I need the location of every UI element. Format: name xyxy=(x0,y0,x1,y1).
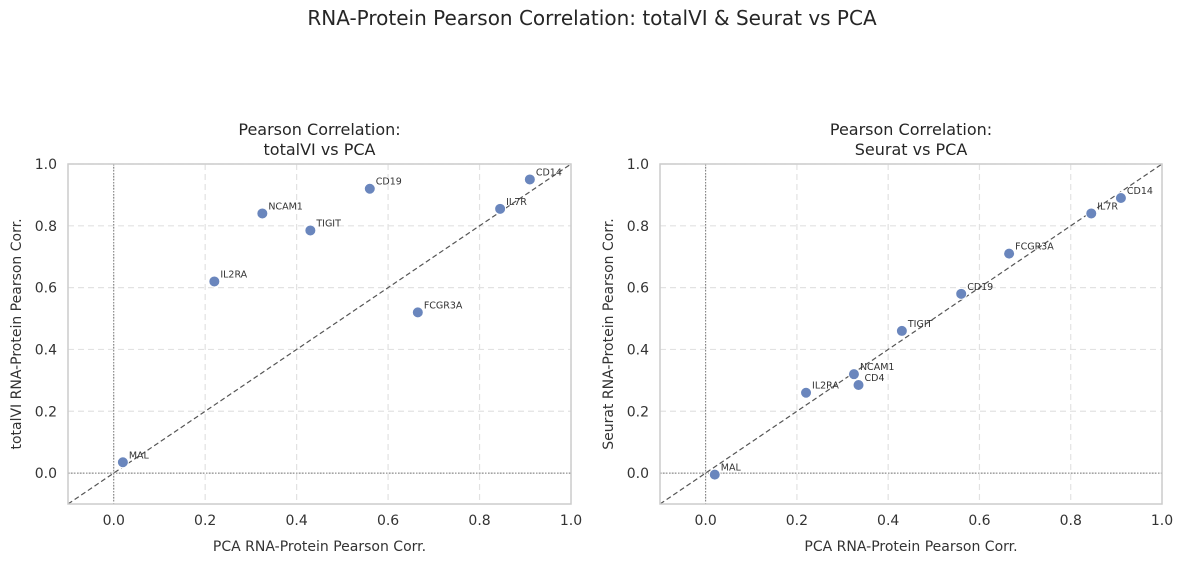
y-axis-label: Seurat RNA-Protein Pearson Corr. xyxy=(601,218,617,450)
point-label-mal: MAL xyxy=(721,463,742,474)
identity-line xyxy=(660,164,1162,504)
y-tick-label: 1.0 xyxy=(35,157,57,173)
data-point-ncam1 xyxy=(847,368,860,381)
x-axis-label: PCA RNA-Protein Pearson Corr. xyxy=(213,539,426,555)
y-tick-label: 0.4 xyxy=(627,342,649,358)
x-tick-label: 1.0 xyxy=(560,513,582,529)
panel-title-line: Seurat vs PCA xyxy=(855,140,968,159)
data-point-cd19 xyxy=(363,182,376,195)
data-point-tigit xyxy=(304,224,317,237)
x-tick-label: 0.0 xyxy=(695,513,717,529)
x-tick-label: 1.0 xyxy=(1151,513,1173,529)
y-tick-label: 0.8 xyxy=(35,219,57,235)
data-point-cd14 xyxy=(523,173,536,186)
y-tick-label: 0.8 xyxy=(627,219,649,235)
x-tick-label: 0.2 xyxy=(786,513,808,529)
x-tick-label: 0.0 xyxy=(103,513,125,529)
point-label-il2ra: IL2RA xyxy=(812,381,839,392)
data-point-ncam1 xyxy=(256,207,269,220)
y-tick-label: 0.2 xyxy=(627,404,649,420)
y-tick-label: 0.6 xyxy=(627,281,649,297)
panel-title-line: Pearson Correlation: xyxy=(830,120,992,139)
plot-frame xyxy=(67,163,572,505)
data-point-cd14 xyxy=(1114,192,1127,204)
data-point-mal xyxy=(116,456,129,469)
panel-title-line: Pearson Correlation: xyxy=(238,120,400,139)
point-label-fcgr3a: FCGR3A xyxy=(424,300,463,311)
data-point-mal xyxy=(708,468,721,481)
point-label-cd19: CD19 xyxy=(967,282,993,293)
point-label-tigit: TIGIT xyxy=(315,218,341,229)
plot-frame xyxy=(659,163,1163,505)
data-point-il2ra xyxy=(208,275,221,288)
x-tick-label: 0.4 xyxy=(286,513,308,529)
x-tick-label: 0.6 xyxy=(968,513,990,529)
point-label-tigit: TIGIT xyxy=(907,319,933,330)
x-axis-label: PCA RNA-Protein Pearson Corr. xyxy=(804,539,1017,555)
data-point-il7r xyxy=(494,202,507,215)
point-label-cd4: CD4 xyxy=(865,373,885,384)
data-point-cd19 xyxy=(955,287,968,300)
y-tick-label: 0.6 xyxy=(35,281,57,297)
point-label-ncam1: NCAM1 xyxy=(860,362,894,373)
y-axis-label: totalVI RNA-Protein Pearson Corr. xyxy=(9,218,25,449)
point-label-il2ra: IL2RA xyxy=(220,269,247,280)
y-tick-label: 1.0 xyxy=(627,157,649,173)
x-tick-label: 0.8 xyxy=(468,513,490,529)
point-label-cd14: CD14 xyxy=(1127,186,1153,197)
x-tick-label: 0.8 xyxy=(1060,513,1082,529)
y-tick-label: 0.0 xyxy=(35,466,57,482)
x-tick-label: 0.2 xyxy=(194,513,216,529)
x-tick-label: 0.6 xyxy=(377,513,399,529)
data-point-fcgr3a xyxy=(1003,247,1016,260)
point-label-mal: MAL xyxy=(129,450,150,461)
x-tick-label: 0.4 xyxy=(877,513,899,529)
y-tick-label: 0.2 xyxy=(35,404,57,420)
data-point-fcgr3a xyxy=(411,306,424,319)
identity-line xyxy=(68,164,571,504)
panel-title-line: totalVI vs PCA xyxy=(264,140,376,159)
figure-title: RNA-Protein Pearson Correlation: totalVI… xyxy=(307,6,877,30)
scatter-panel-1: 0.0 0.2 0.4 0.6 0.8 1.0 0.0 0.2 0.4 0.6 0.8 1.0 MAL I… xyxy=(9,120,582,555)
data-point-tigit xyxy=(895,324,908,337)
point-label-cd14: CD14 xyxy=(536,167,562,178)
data-point-il7r xyxy=(1085,207,1098,220)
point-label-fcgr3a: FCGR3A xyxy=(1015,242,1054,253)
point-label-il7r: IL7R xyxy=(1097,201,1118,212)
data-point-cd4 xyxy=(852,379,865,391)
y-tick-label: 0.4 xyxy=(35,342,57,358)
y-tick-label: 0.0 xyxy=(627,466,649,482)
point-label-il7r: IL7R xyxy=(506,197,527,208)
data-point-il2ra xyxy=(800,386,813,399)
point-label-ncam1: NCAM1 xyxy=(268,201,302,212)
scatter-panel-2: 0.0 0.2 0.4 0.6 0.8 1.0 0.0 0.2 0.4 0.6 0.8 1.0 MAL I… xyxy=(601,120,1173,555)
point-label-cd19: CD19 xyxy=(376,177,402,188)
